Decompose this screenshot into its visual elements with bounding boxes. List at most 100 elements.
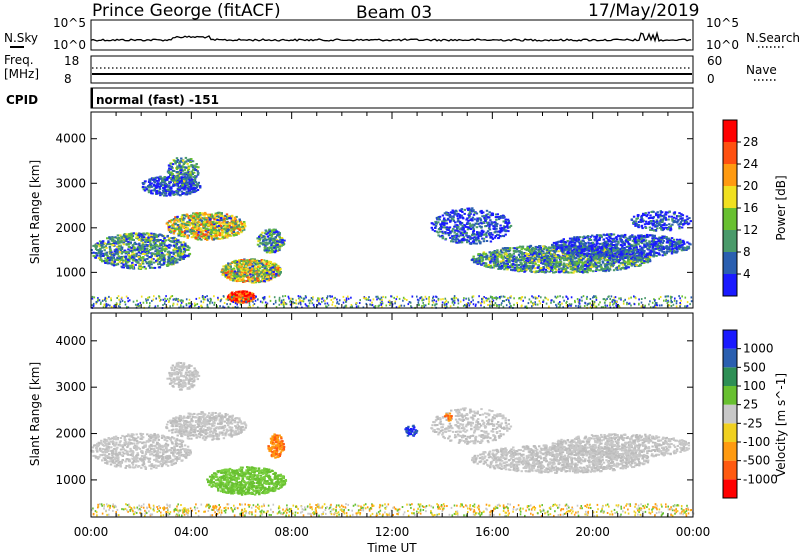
power-pixel (186, 163, 188, 165)
power-pixel (476, 243, 478, 245)
power-pixel (193, 184, 195, 186)
power-pixel (235, 222, 237, 224)
power-pixel (119, 234, 121, 236)
power-pixel (459, 216, 461, 218)
power-pixel (491, 236, 493, 238)
power-pixel (167, 189, 169, 191)
power-pixel (629, 263, 631, 265)
power-pixel (154, 253, 156, 255)
power-pixel (460, 232, 462, 234)
power-pixel (181, 244, 183, 246)
power-pixel (235, 234, 237, 236)
power-pixel (132, 244, 134, 246)
power-pixel (193, 172, 195, 174)
power-pixel (503, 221, 505, 223)
power-pixel (159, 183, 161, 185)
power-pixel (146, 255, 148, 257)
power-pixel (465, 226, 467, 228)
power-pixel (507, 222, 509, 224)
power-pixel (464, 209, 466, 211)
power-pixel (241, 295, 243, 297)
power-pixel (254, 266, 256, 268)
power-pixel (616, 260, 618, 262)
power-pixel (213, 225, 215, 227)
power-pixel (174, 255, 176, 257)
power-pixel (146, 245, 148, 247)
power-data (90, 157, 692, 309)
power-pixel (445, 238, 447, 240)
power-pixel (480, 256, 482, 258)
power-pixel (149, 183, 151, 185)
power-pixel (257, 266, 259, 268)
power-pixel (96, 242, 98, 244)
power-pixel (115, 252, 117, 254)
power-pixel (279, 232, 281, 234)
power-pixel (189, 253, 191, 255)
power-pixel (541, 250, 543, 252)
power-pixel (257, 276, 259, 278)
power-pixel (174, 176, 176, 178)
power-pixel (231, 292, 233, 294)
power-pixel (227, 235, 229, 237)
power-pixel (518, 246, 520, 248)
power-pixel (146, 248, 148, 250)
power-pixel (168, 237, 170, 239)
power-pixel (161, 180, 163, 182)
power-pixel (277, 244, 279, 246)
nsky-tick-bottom: 10^0 (53, 38, 86, 52)
power-pixel (476, 226, 478, 228)
power-pixel (261, 232, 263, 234)
power-pixel (180, 166, 182, 168)
power-pixel (199, 227, 201, 229)
power-pixel (156, 192, 158, 194)
power-pixel (184, 243, 186, 245)
power-pixel (119, 257, 121, 259)
power-pixel (273, 229, 275, 231)
power-pixel (136, 262, 138, 264)
power-pixel (157, 183, 159, 185)
power-pixel (114, 259, 116, 261)
power-pixel (260, 271, 262, 273)
power-pixel (190, 164, 192, 166)
power-pixel (269, 240, 271, 242)
power-pixel (133, 249, 135, 251)
power-pixel (225, 234, 227, 236)
power-pixel (118, 237, 120, 239)
power-pixel (504, 226, 506, 228)
power-pixel (225, 274, 227, 276)
power-pixel (223, 221, 225, 223)
power-pixel (199, 186, 201, 188)
power-pixel (156, 186, 158, 188)
power-pixel (234, 218, 236, 220)
power-pixel (265, 248, 267, 250)
power-pixel (261, 276, 263, 278)
power-pixel (216, 219, 218, 221)
power-pixel (232, 224, 234, 226)
power-pixel (267, 236, 269, 238)
power-pixel (277, 269, 279, 271)
power-pixel (162, 243, 164, 245)
power-pixel (182, 221, 184, 223)
power-pixel (474, 218, 476, 220)
power-pixel (206, 237, 208, 239)
power-pixel (279, 236, 281, 238)
power-pixel (194, 190, 196, 192)
power-pixel (210, 227, 212, 229)
power-pixel (133, 232, 135, 234)
power-pixel (469, 238, 471, 240)
power-pixel (498, 217, 500, 219)
power-pixel (234, 265, 236, 267)
power-pixel (168, 255, 170, 257)
power-pixel (268, 229, 270, 231)
power-pixel (225, 266, 227, 268)
power-pixel (96, 249, 98, 251)
power-pixel (435, 222, 437, 224)
power-pixel (485, 234, 487, 236)
power-pixel (477, 220, 479, 222)
power-pixel (146, 240, 148, 242)
power-pixel (164, 250, 166, 252)
power-pixel (121, 247, 123, 249)
power-pixel (276, 267, 278, 269)
power-pixel (224, 226, 226, 228)
power-pixel (170, 263, 172, 265)
